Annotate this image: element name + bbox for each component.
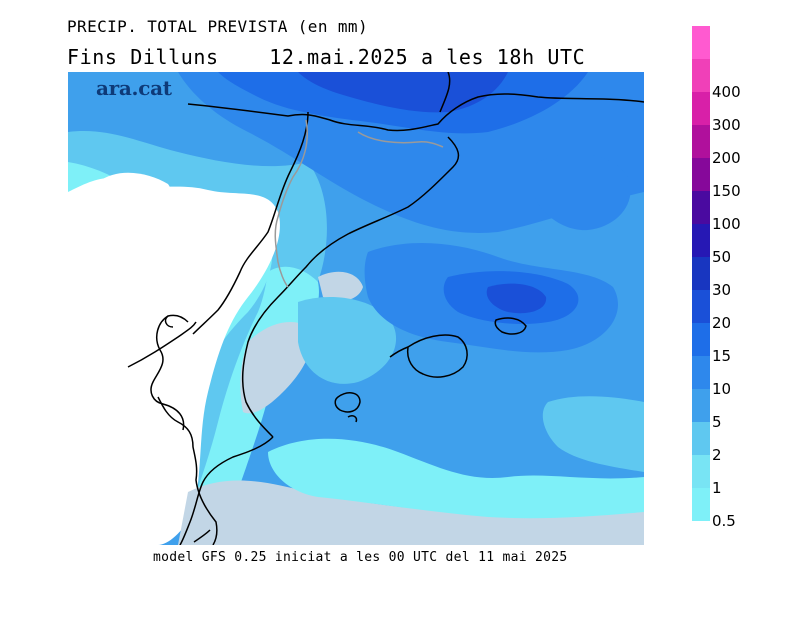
color-scale-labels: 0.5 1 2 5 10 15 20 30 50 100 150 200 300 400 bbox=[712, 26, 792, 530]
dry-area bbox=[68, 177, 280, 545]
model-run-footer: model GFS 0.25 iniciat a les 00 UTC del … bbox=[153, 550, 568, 565]
sea-gray-zone-2 bbox=[178, 480, 644, 545]
legend-label: 100 bbox=[712, 215, 741, 233]
legend-swatch bbox=[692, 59, 710, 92]
chart-title: PRECIP. TOTAL PREVISTA (en mm) bbox=[67, 17, 368, 36]
legend-swatch bbox=[692, 125, 710, 158]
legend-label: 300 bbox=[712, 116, 741, 134]
legend-swatch bbox=[692, 389, 710, 422]
legend-swatch bbox=[692, 455, 710, 488]
precip-field-sea-light-2 bbox=[298, 297, 397, 384]
precip-field-deepest-north bbox=[298, 72, 508, 113]
legend-swatch bbox=[692, 356, 710, 389]
legend-swatch bbox=[692, 257, 710, 290]
precip-field-sea-light-1 bbox=[268, 438, 644, 519]
legend-label: 1 bbox=[712, 479, 722, 497]
legend-swatch bbox=[692, 224, 710, 257]
valid-time-subtitle: Fins Dilluns 12.mai.2025 a les 18h UTC bbox=[67, 45, 586, 69]
precip-field-sea-light-3 bbox=[542, 396, 644, 472]
precip-field-deepest-center bbox=[486, 283, 547, 314]
ara-cat-logo: ara.cat bbox=[96, 76, 172, 100]
legend-label: 150 bbox=[712, 182, 741, 200]
legend-swatch bbox=[692, 323, 710, 356]
legend-swatch bbox=[692, 191, 710, 224]
legend-swatch bbox=[692, 290, 710, 323]
legend-label: 200 bbox=[712, 149, 741, 167]
legend-swatch bbox=[692, 158, 710, 191]
sea-gray-zone-1 bbox=[240, 322, 312, 414]
legend-label: 30 bbox=[712, 281, 732, 299]
legend-swatch bbox=[692, 92, 710, 125]
legend-label: 15 bbox=[712, 347, 732, 365]
legend-swatch bbox=[692, 422, 710, 455]
legend-label: 50 bbox=[712, 248, 732, 266]
coastline bbox=[127, 72, 644, 545]
legend-label: 10 bbox=[712, 380, 732, 398]
legend-label: 400 bbox=[712, 83, 741, 101]
legend-label: 5 bbox=[712, 413, 722, 431]
legend-label: 2 bbox=[712, 446, 722, 464]
color-scale-legend bbox=[692, 26, 710, 521]
legend-label: 0.5 bbox=[712, 512, 736, 530]
precipitation-map bbox=[68, 72, 644, 545]
legend-label: 20 bbox=[712, 314, 732, 332]
sea-gray-zone-3 bbox=[318, 271, 363, 301]
legend-swatch bbox=[692, 488, 710, 521]
dry-area-patch bbox=[97, 172, 171, 211]
precip-field-deep-east-1 bbox=[531, 153, 631, 231]
legend-swatch bbox=[692, 26, 710, 59]
borders bbox=[274, 119, 444, 288]
